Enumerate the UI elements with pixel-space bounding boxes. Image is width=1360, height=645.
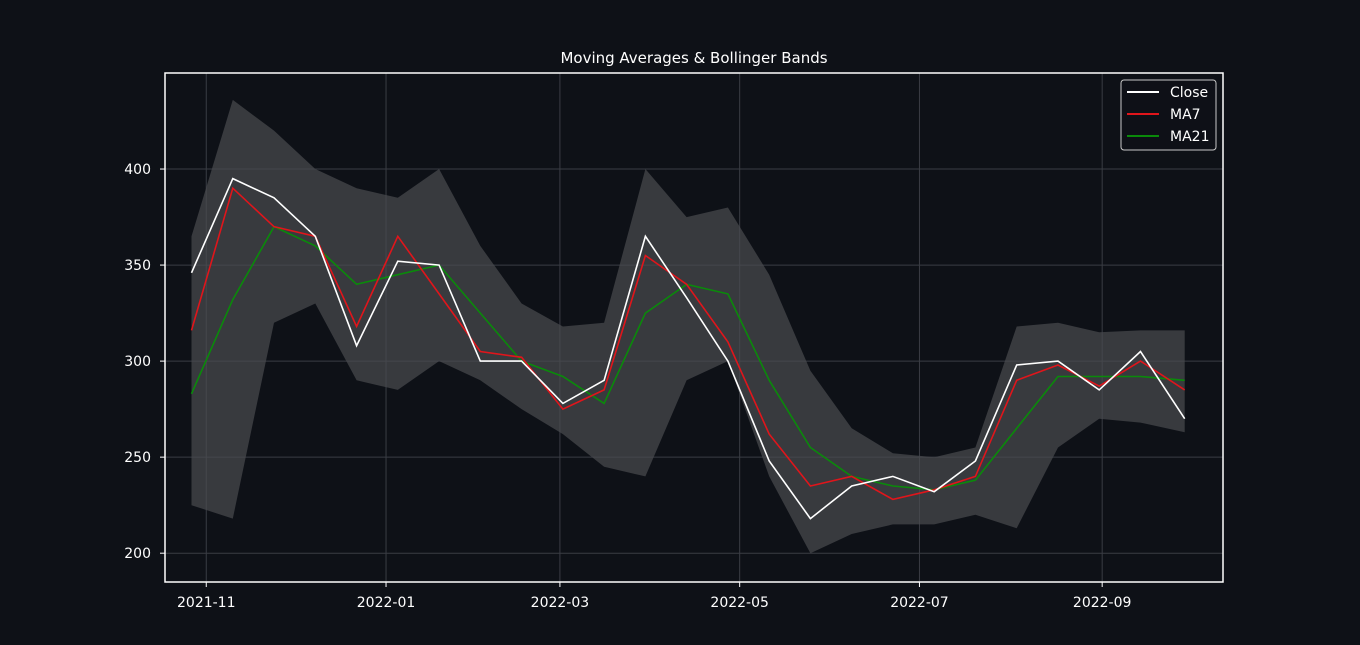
x-tick-label: 2022-05 [710, 595, 769, 611]
ma7-line [190, 186, 1186, 501]
y-tick-label: 400 [124, 162, 151, 178]
x-tick-label: 2022-01 [357, 595, 416, 611]
legend-box [1120, 79, 1217, 151]
y-tick-label: 350 [124, 258, 151, 274]
x-axis: 2021-11 2022-01 2022-03 2022-05 2022-07 2022-… [177, 582, 1131, 611]
x-tick-label: 2022-07 [890, 595, 949, 611]
bollinger-band [191, 99, 1185, 554]
legend-label: MA21 [1170, 129, 1209, 145]
chart-title: Moving Averages & Bollinger Bands [560, 49, 827, 67]
legend-label: MA7 [1170, 107, 1201, 123]
x-tick-label: 2022-09 [1073, 595, 1132, 611]
legend: Close MA7 MA21 [1120, 79, 1217, 151]
close-line [190, 177, 1186, 520]
y-tick-label: 300 [124, 354, 151, 370]
x-tick-label: 2021-11 [177, 595, 236, 611]
legend-label: Close [1170, 85, 1208, 101]
axes-frame [164, 72, 1224, 583]
y-axis: 200 250 300 350 400 [124, 162, 165, 562]
y-tick-label: 200 [124, 546, 151, 562]
y-tick-label: 250 [124, 450, 151, 466]
x-tick-label: 2022-03 [531, 595, 590, 611]
